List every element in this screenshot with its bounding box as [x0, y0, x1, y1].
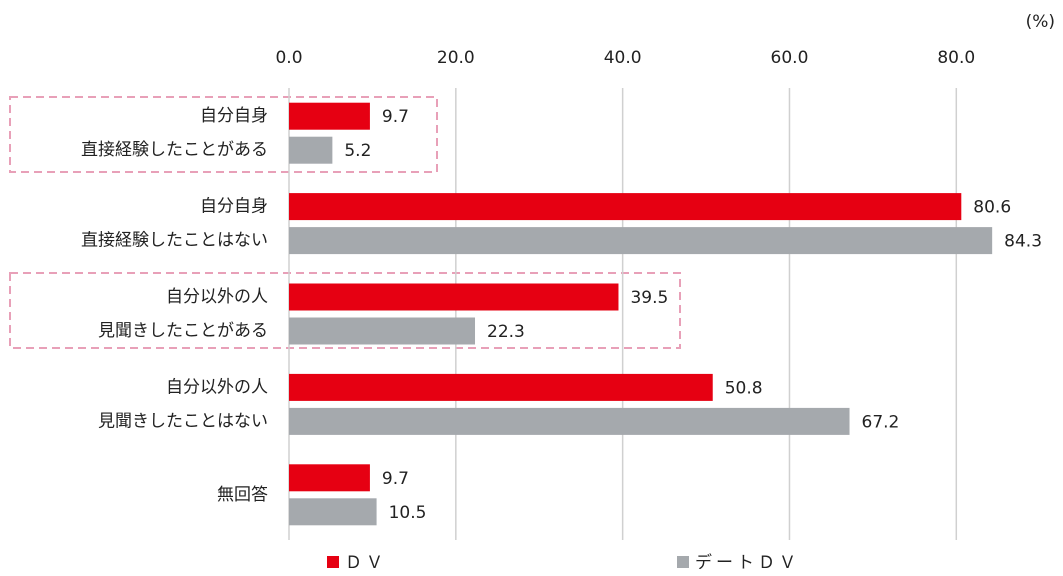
bar: [289, 193, 962, 221]
category-label: 直接経験したことがある: [81, 140, 268, 160]
value-label: 9.7: [382, 107, 409, 127]
category-label: 直接経験したことはない: [81, 231, 268, 251]
category-label: 無回答: [217, 485, 268, 505]
bar: [289, 498, 377, 526]
bar: [289, 373, 713, 401]
bar: [289, 464, 370, 492]
value-label: 84.3: [1004, 232, 1042, 252]
value-label: 22.3: [487, 322, 525, 342]
value-label: 39.5: [630, 288, 668, 308]
legend-swatch: [327, 556, 339, 568]
category-label: 見聞きしたことがある: [98, 321, 268, 341]
value-label: 10.5: [389, 503, 427, 523]
value-label: 67.2: [862, 412, 900, 432]
bar: [289, 283, 619, 311]
bar: [289, 136, 333, 164]
category-label: 自分自身: [200, 106, 268, 126]
category-label: 自分自身: [200, 197, 268, 217]
category-label: 見聞きしたことはない: [98, 411, 268, 431]
category-label: 自分以外の人: [166, 377, 268, 397]
bar: [289, 317, 476, 345]
highlight-box: [9, 272, 681, 349]
highlight-box: [9, 96, 438, 173]
value-label: 9.7: [382, 469, 409, 489]
value-label: 5.2: [344, 141, 371, 161]
x-tick-label: 40.0: [604, 48, 642, 68]
bar: [289, 407, 850, 435]
x-tick-label: 0.0: [275, 48, 302, 68]
value-label: 80.6: [973, 198, 1011, 218]
bar: [289, 227, 993, 255]
category-label: 自分以外の人: [166, 287, 268, 307]
x-tick-label: 80.0: [937, 48, 975, 68]
x-tick-label: 60.0: [771, 48, 809, 68]
value-label: 50.8: [725, 378, 763, 398]
bar: [289, 102, 370, 130]
legend-label: デートＤＶ: [695, 552, 800, 572]
unit-label: (%): [1026, 12, 1055, 32]
legend-label: ＤＶ: [345, 553, 387, 572]
legend-swatch: [677, 556, 689, 568]
x-tick-label: 20.0: [437, 48, 475, 68]
